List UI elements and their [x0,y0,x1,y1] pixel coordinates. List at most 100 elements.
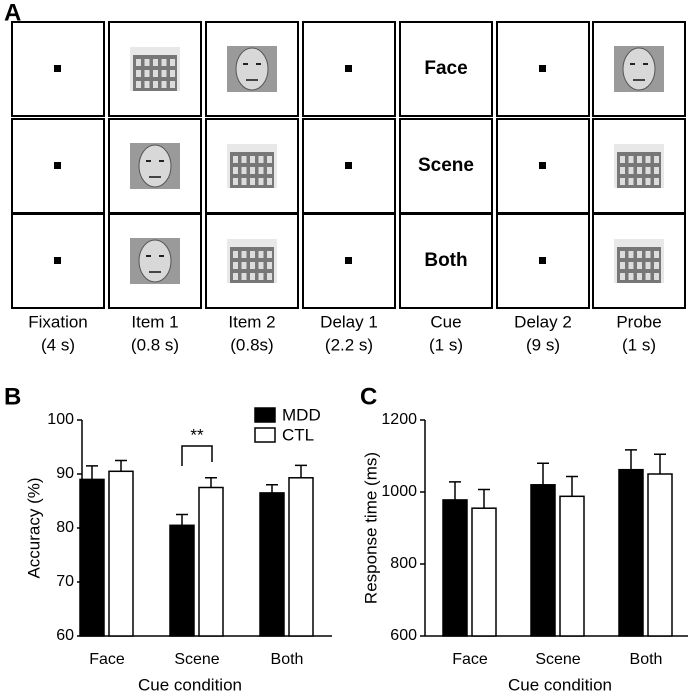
bar [647,473,673,637]
scene-window [241,167,247,174]
x-axis-label: Cue condition [508,675,612,694]
scene-window [258,167,264,174]
x-tick-label: Scene [174,651,219,668]
x-tick-label: Both [271,651,304,668]
bar [108,470,134,637]
scene-window [144,59,150,66]
error-bar [115,459,127,472]
fixation-dot [54,162,61,169]
scene-window [233,273,238,280]
scene-window [258,178,264,185]
legend-label: MDD [282,405,321,424]
stage-name: Probe [616,312,661,331]
scene-window [170,70,175,77]
stage-name: Fixation [28,312,88,331]
scene-window [153,81,158,88]
bar [198,486,224,637]
bar [471,507,497,637]
cue-word: Both [424,250,467,271]
scene-window [654,273,659,280]
y-tick-label: 1200 [381,411,417,428]
stage-name: Item 2 [228,312,275,331]
scene-window [241,156,247,163]
frame [399,213,493,309]
error-bar [537,462,549,485]
bar [530,484,556,637]
scene-window [144,81,150,88]
scene-window [637,262,642,269]
scene-window [620,262,625,269]
scene-window [250,251,255,258]
scene-window [241,273,247,280]
scene-window [250,273,255,280]
panel-label: C [360,383,377,410]
fixation-dot [54,257,61,264]
scene-window [645,178,651,185]
face-shape [138,144,172,188]
fixation-dot [539,257,546,264]
fixation-dot [345,65,352,72]
scene-window [136,81,141,88]
bar [259,492,285,637]
scene-window [136,70,141,77]
y-tick-label: 800 [390,555,417,572]
x-tick-label: Scene [535,651,580,668]
scene-window [258,273,264,280]
stage-duration: (0.8s) [230,335,273,354]
fixation-dot [54,65,61,72]
scene-window [637,251,642,258]
scene-window [267,273,272,280]
error-bar [86,465,98,480]
bar [442,499,468,637]
scene-window [161,59,167,66]
scene-window [654,262,659,269]
scene-window [637,178,642,185]
error-bar [176,513,188,526]
scene-window [628,273,634,280]
error-bar [625,449,637,470]
scene-window [233,167,238,174]
scene-window [654,156,659,163]
scene-window [250,156,255,163]
scene-window [628,156,634,163]
scene-window [233,251,238,258]
scene-window [267,167,272,174]
scene-window [241,262,247,269]
y-tick-label: 80 [56,519,74,536]
scene-window [267,251,272,258]
face-shape [138,239,172,283]
error-bar [449,481,461,500]
scene-window [654,167,659,174]
scene-window [645,251,651,258]
y-axis-label: Response time (ms) [361,452,380,604]
x-axis-label: Cue condition [138,675,242,694]
scene-window [654,178,659,185]
legend-label: CTL [282,425,314,444]
scene-window [645,273,651,280]
scene-window [620,156,625,163]
scene-window [637,273,642,280]
scene-window [250,167,255,174]
stage-duration: (1 s) [622,335,656,354]
stage-name: Delay 1 [320,312,378,331]
bar [618,468,644,637]
scene-window [620,167,625,174]
y-tick-label: 100 [47,411,74,428]
frame [399,21,493,117]
scene-window [267,156,272,163]
frame [11,213,105,309]
panel-label: B [4,383,21,410]
scene-window [637,167,642,174]
scene-window [233,262,238,269]
scene-window [144,70,150,77]
face-shape [622,47,656,91]
fixation-dot [345,257,352,264]
fixation-dot [345,162,352,169]
stage-name: Cue [430,312,461,331]
cue-word: Face [424,58,467,79]
x-tick-label: Face [452,651,488,668]
scene-window [170,81,175,88]
scene-window [628,178,634,185]
scene-window [153,70,158,77]
